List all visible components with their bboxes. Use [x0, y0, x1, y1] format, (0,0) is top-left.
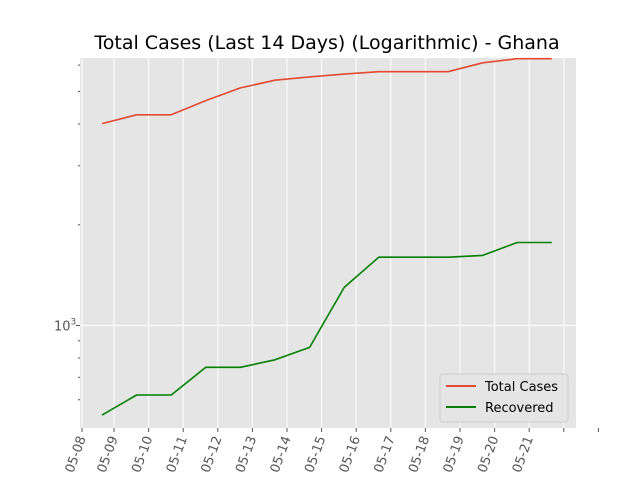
series-layer — [101, 57, 552, 416]
x-tick-label: 05-09 — [95, 434, 122, 475]
x-tick-label: 05-12 — [199, 434, 226, 475]
series-line-total-cases — [101, 57, 552, 125]
series-line-recovered — [101, 241, 552, 416]
x-tick-label: 05-11 — [164, 434, 191, 475]
x-axis: 05-08 05-09 05-10 05-11 05-12 05-13 05-14 05-15… — [63, 428, 599, 475]
plot-area — [80, 58, 576, 428]
x-tick-label: 05-14 — [268, 434, 295, 475]
legend: Total Cases Recovered — [439, 373, 569, 423]
x-tick-label: 05-15 — [302, 434, 329, 475]
y-axis: 103 — [54, 64, 80, 401]
x-tick-label: 05-13 — [233, 434, 260, 475]
x-tick-label: 05-20 — [475, 434, 502, 475]
y-tick-label: 103 — [54, 318, 76, 335]
x-tick-label: 05-10 — [129, 434, 156, 475]
x-tick-label: 05-17 — [372, 434, 399, 475]
x-tick-label: 05-19 — [441, 434, 468, 475]
legend-label-total-cases: Total Cases — [484, 380, 558, 395]
legend-label-recovered: Recovered — [485, 401, 554, 416]
x-tick-label: 05-16 — [337, 434, 364, 475]
x-tick-label: 05-08 — [63, 434, 90, 475]
x-tick-label: 05-18 — [406, 434, 433, 475]
chart-title: Total Cases (Last 14 Days) (Logarithmic)… — [93, 32, 559, 54]
x-tick-label: 05-21 — [510, 434, 537, 475]
